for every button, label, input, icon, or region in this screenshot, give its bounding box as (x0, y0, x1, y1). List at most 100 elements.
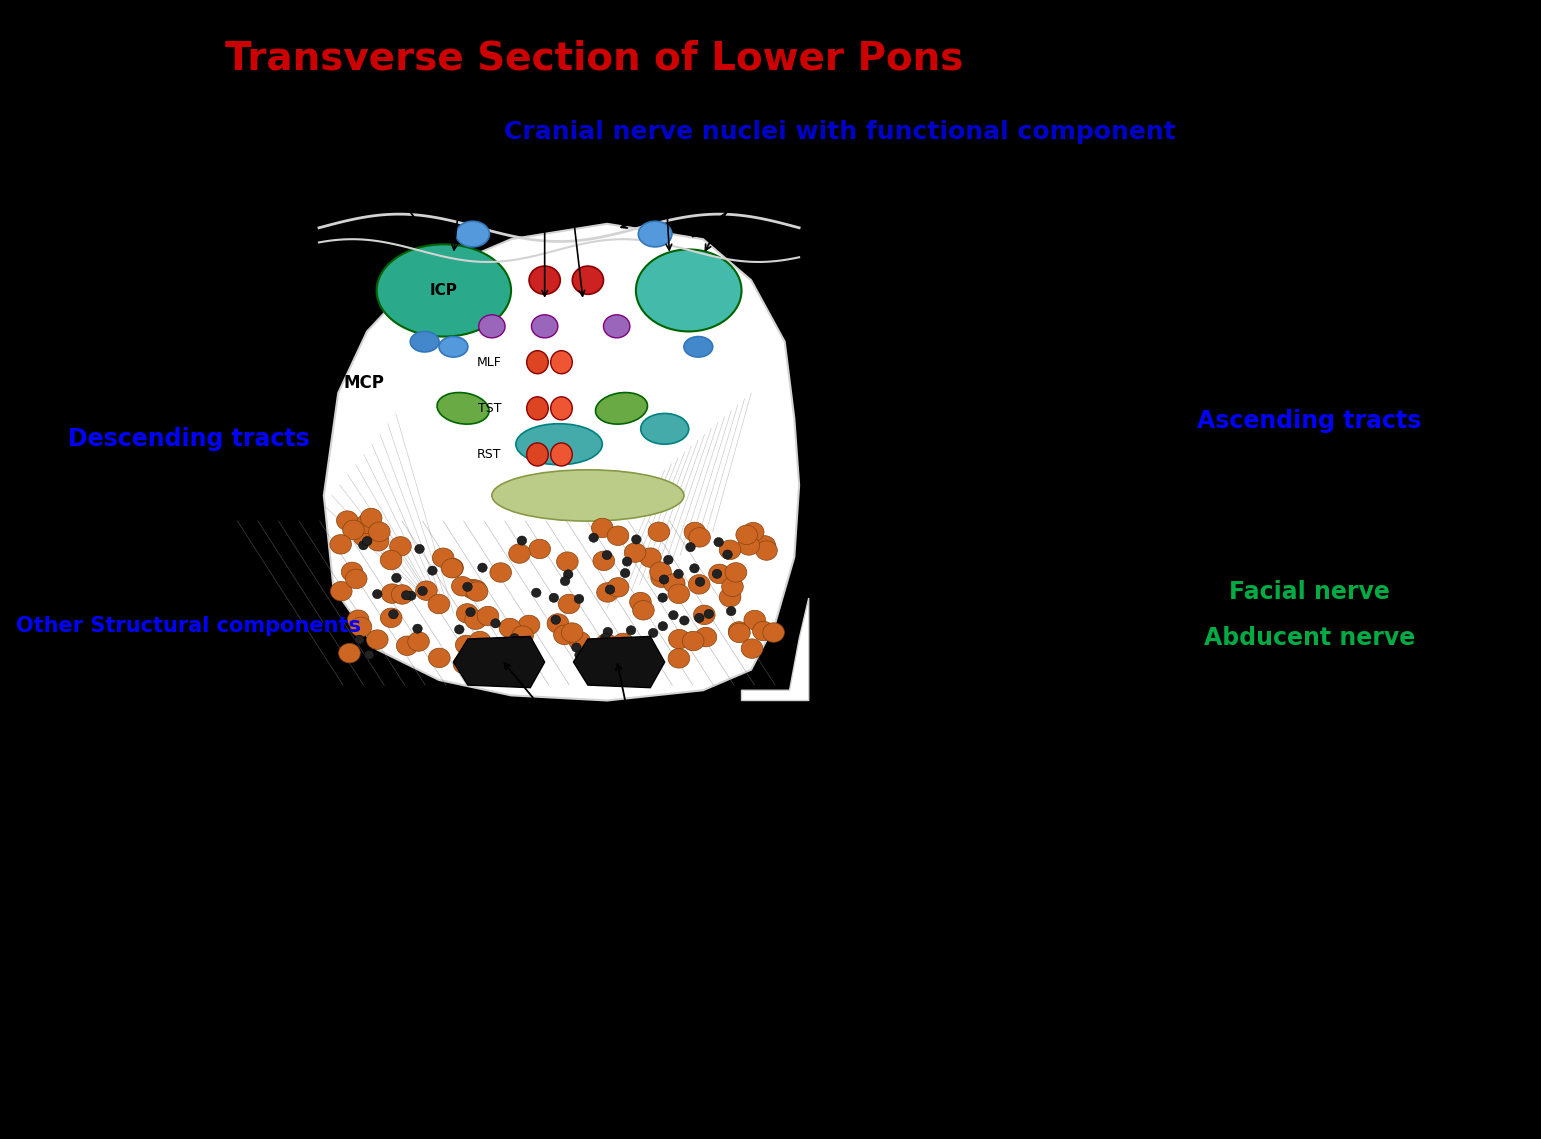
Ellipse shape (465, 607, 475, 616)
Ellipse shape (547, 614, 569, 633)
Ellipse shape (623, 557, 632, 566)
Ellipse shape (441, 558, 462, 577)
Ellipse shape (415, 544, 424, 554)
Ellipse shape (391, 573, 401, 582)
Ellipse shape (499, 618, 521, 638)
Ellipse shape (690, 564, 700, 573)
Ellipse shape (763, 623, 784, 642)
Ellipse shape (362, 536, 371, 546)
Ellipse shape (755, 541, 777, 560)
Ellipse shape (752, 621, 774, 641)
Ellipse shape (465, 611, 487, 630)
Ellipse shape (359, 541, 368, 550)
Ellipse shape (367, 630, 388, 649)
Ellipse shape (621, 568, 630, 577)
Ellipse shape (723, 550, 732, 559)
Ellipse shape (521, 645, 530, 655)
Ellipse shape (462, 645, 484, 664)
Ellipse shape (575, 595, 584, 604)
Ellipse shape (518, 615, 539, 634)
Text: MCP: MCP (344, 374, 384, 392)
Ellipse shape (693, 605, 715, 624)
Ellipse shape (726, 563, 747, 582)
Ellipse shape (452, 576, 473, 596)
Ellipse shape (388, 609, 398, 618)
Ellipse shape (356, 514, 378, 533)
Ellipse shape (695, 628, 717, 647)
Ellipse shape (669, 648, 690, 669)
Ellipse shape (626, 625, 636, 634)
Ellipse shape (603, 628, 613, 637)
Text: TST: TST (478, 402, 501, 415)
Ellipse shape (649, 629, 658, 638)
Ellipse shape (529, 539, 550, 559)
Ellipse shape (592, 518, 613, 538)
Ellipse shape (575, 650, 584, 659)
Ellipse shape (743, 523, 764, 542)
Polygon shape (324, 223, 800, 700)
Ellipse shape (741, 639, 763, 658)
Ellipse shape (336, 511, 358, 531)
Ellipse shape (413, 624, 422, 633)
Ellipse shape (364, 650, 374, 659)
Ellipse shape (330, 581, 351, 601)
Ellipse shape (664, 574, 686, 593)
Ellipse shape (630, 592, 652, 612)
Ellipse shape (561, 576, 570, 585)
Ellipse shape (428, 648, 450, 667)
Ellipse shape (345, 570, 367, 589)
Ellipse shape (455, 625, 464, 634)
Ellipse shape (683, 631, 704, 650)
Ellipse shape (601, 633, 610, 642)
Ellipse shape (478, 642, 499, 662)
Ellipse shape (456, 636, 478, 655)
Ellipse shape (720, 588, 741, 607)
Ellipse shape (407, 591, 416, 600)
Ellipse shape (596, 583, 618, 603)
Ellipse shape (532, 588, 541, 597)
Ellipse shape (439, 337, 468, 358)
Ellipse shape (596, 633, 618, 654)
Ellipse shape (709, 564, 730, 583)
Ellipse shape (627, 657, 649, 677)
Ellipse shape (607, 526, 629, 546)
Ellipse shape (510, 633, 519, 642)
Ellipse shape (367, 532, 388, 551)
Ellipse shape (549, 593, 559, 603)
Ellipse shape (509, 543, 530, 564)
Ellipse shape (604, 314, 630, 338)
Ellipse shape (410, 331, 439, 352)
Ellipse shape (689, 527, 710, 547)
Ellipse shape (427, 566, 438, 575)
Ellipse shape (418, 587, 427, 596)
Ellipse shape (492, 470, 684, 522)
Ellipse shape (586, 654, 595, 663)
Ellipse shape (595, 393, 647, 424)
Ellipse shape (479, 314, 505, 338)
Ellipse shape (529, 267, 561, 294)
Ellipse shape (456, 604, 478, 623)
Ellipse shape (713, 538, 723, 547)
Ellipse shape (342, 521, 364, 540)
Ellipse shape (589, 653, 610, 672)
Ellipse shape (640, 548, 661, 567)
Ellipse shape (468, 644, 490, 663)
Ellipse shape (726, 606, 737, 616)
Ellipse shape (527, 351, 549, 374)
Ellipse shape (650, 568, 672, 588)
Ellipse shape (468, 631, 490, 650)
Ellipse shape (712, 570, 721, 579)
Ellipse shape (729, 622, 750, 641)
Ellipse shape (552, 615, 561, 624)
Ellipse shape (589, 533, 598, 542)
Ellipse shape (461, 652, 470, 661)
Ellipse shape (485, 642, 507, 662)
Text: S: S (750, 167, 761, 182)
Ellipse shape (428, 595, 450, 614)
Ellipse shape (373, 590, 382, 599)
Ellipse shape (490, 563, 512, 582)
Ellipse shape (658, 622, 667, 631)
Ellipse shape (572, 267, 604, 294)
Ellipse shape (408, 632, 430, 652)
Ellipse shape (381, 584, 402, 604)
